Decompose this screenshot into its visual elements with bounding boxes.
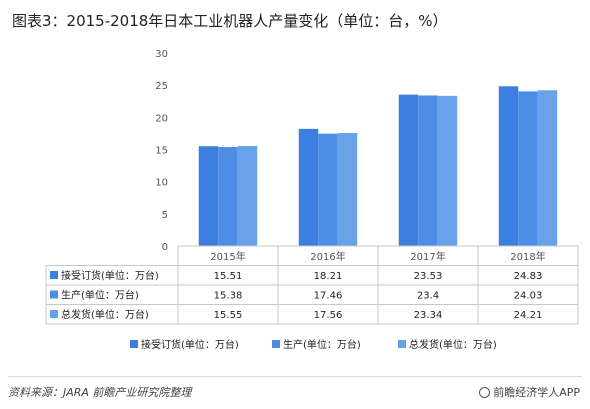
footer-divider [8,376,582,377]
bar [237,145,258,246]
table-value: 24.83 [514,271,543,282]
x-tick-label: 2015年 [210,250,245,263]
legend-swatch [130,340,138,348]
legend-label: 总发货(单位：万台) [409,338,497,351]
table-value: 18.21 [314,271,343,282]
table-series-label: 生产(单位：万台) [61,289,139,302]
table-value: 23.53 [414,271,443,282]
bar [298,128,319,246]
table-series-swatch [50,290,58,299]
bar [318,133,338,246]
brand-credit: 前瞻经济学人APP [479,384,580,400]
brand-logo-icon [479,386,491,398]
chart-title: 图表3：2015-2018年日本工业机器人产量变化（单位：台，%） [12,12,448,30]
bar [218,147,238,246]
y-tick-label: 20 [155,113,168,124]
bar [437,95,458,246]
legend-swatch [272,340,280,348]
bar [418,95,438,247]
table-series-swatch [50,271,58,279]
x-tick-label: 2017年 [410,250,445,263]
table-value: 15.38 [214,291,243,302]
table-value: 23.4 [417,291,439,302]
x-tick-label: 2016年 [310,250,345,263]
bar [337,133,358,246]
source-note: 资料来源：JARA 前瞻产业研究院整理 [8,386,192,399]
y-tick-label: 0 [162,242,168,253]
table-series-label: 接受订货(单位：万台) [61,269,159,282]
legend-label: 接受订货(单位：万台) [141,338,239,351]
table-series-label: 总发货(单位：万台) [61,308,149,321]
table-value: 23.34 [414,310,443,321]
table-series-swatch [50,310,58,318]
y-tick-label: 15 [155,146,168,157]
legend-swatch [398,340,406,348]
bar [198,146,219,246]
bar [518,91,538,246]
x-tick-label: 2018年 [510,250,545,263]
bar [398,94,419,247]
brand-name: 前瞻经济学人APP [493,386,580,399]
legend-label: 生产(单位：万台) [283,338,361,351]
table-value: 15.55 [214,310,243,321]
table-value: 17.46 [314,291,343,302]
bar [498,86,519,246]
y-tick-label: 10 [155,178,168,189]
table-value: 15.51 [214,271,243,282]
table-value: 24.03 [514,291,543,302]
y-tick-label: 30 [155,49,168,60]
y-tick-label: 5 [162,210,168,221]
bar [537,90,558,247]
table-value: 17.56 [314,310,343,321]
y-tick-label: 25 [155,81,168,92]
table-value: 24.21 [514,310,543,321]
